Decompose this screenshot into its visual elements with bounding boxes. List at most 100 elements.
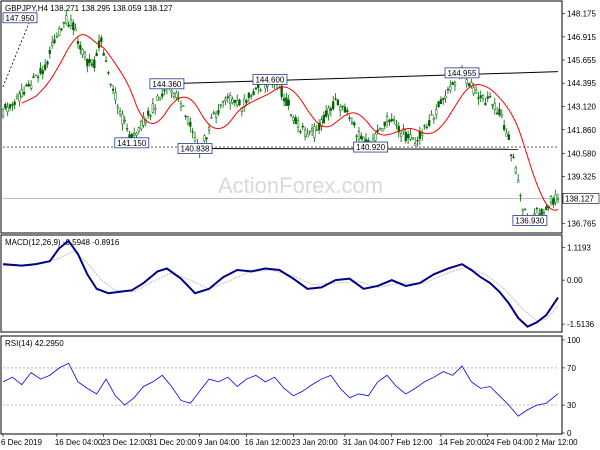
candle-body — [355, 135, 358, 137]
candle-body — [512, 156, 515, 158]
candle-body — [357, 131, 361, 140]
candle-body — [346, 109, 349, 113]
macd-signal-line — [3, 250, 559, 322]
candle-body — [125, 128, 129, 130]
candle-body — [406, 134, 410, 139]
candle-body — [186, 116, 190, 124]
candle-body — [421, 133, 424, 136]
candle-body — [151, 103, 155, 113]
price-label-box — [512, 215, 548, 226]
candle-body — [203, 135, 206, 141]
candle-body — [325, 110, 328, 117]
candle-body — [207, 127, 211, 131]
candle-body — [39, 67, 42, 74]
candle-body — [55, 36, 59, 38]
candle-body — [500, 114, 503, 117]
candle-body — [467, 83, 471, 87]
candle-body — [29, 84, 33, 89]
rsi-header: RSI(14) 42.2950 — [5, 339, 64, 348]
price-axis-tick-label: 136.765 — [567, 219, 596, 228]
candle-body — [493, 102, 496, 110]
candle-body — [474, 89, 478, 94]
candle-body — [142, 116, 145, 126]
candle-body — [79, 45, 82, 50]
candle-body — [156, 95, 159, 101]
candle-body — [432, 117, 436, 121]
price-label-text: 136.930 — [515, 216, 544, 225]
candle-body — [172, 93, 176, 97]
candle-body — [149, 115, 152, 117]
candle-body — [444, 95, 447, 99]
candle-body — [495, 112, 499, 115]
candle-body — [88, 59, 91, 64]
candle-body — [491, 104, 494, 106]
candle-body — [289, 114, 293, 116]
candle-body — [538, 213, 541, 215]
candle-body — [22, 92, 26, 95]
price-label-text: 144.955 — [447, 69, 476, 78]
price-axis-tick-label: 143.120 — [567, 103, 596, 112]
last-price-label: 138.127 — [565, 194, 594, 203]
candle-body — [348, 117, 351, 120]
candle-body — [484, 102, 487, 106]
candle-body — [472, 87, 475, 94]
candle-body — [521, 208, 525, 211]
candle-body — [404, 132, 407, 141]
candle-body — [74, 28, 77, 32]
last-price-badge — [562, 193, 600, 204]
candle-body — [507, 134, 510, 141]
candle-body — [332, 101, 335, 110]
candle-body — [254, 87, 258, 90]
candles — [1, 10, 560, 227]
price-label-box — [444, 67, 480, 79]
x-axis-tick-label: 23 Dec 12:00 — [102, 438, 150, 447]
candle-body — [479, 95, 482, 98]
candle-body — [15, 95, 19, 99]
axis-layer: 148.175 146.915 145.655 144.395 143.120 141.8… — [1, 10, 600, 447]
rsi-axis-tick-label: 30 — [567, 401, 576, 410]
x-axis-tick-label: 31 Dec 20:00 — [149, 438, 197, 447]
candle-body — [306, 133, 309, 138]
candle-body — [243, 98, 246, 108]
candle-body — [132, 133, 136, 136]
price-axis-tick-label: 146.915 — [567, 33, 596, 42]
x-axis-tick-label: 7 Feb 12:00 — [390, 438, 433, 447]
candle-body — [287, 99, 290, 106]
candle-body — [81, 48, 84, 55]
candle-body — [163, 89, 166, 92]
candle-body — [315, 129, 318, 131]
candle-body — [236, 100, 239, 106]
candle-body — [510, 154, 513, 156]
candle-body — [451, 82, 454, 86]
rsi-layer — [2, 362, 559, 417]
candle-body — [313, 126, 316, 138]
candle-body — [535, 207, 539, 210]
candle-body — [51, 41, 54, 46]
macd-axis-tick-label: 1.1193 — [567, 244, 591, 253]
candle-body — [233, 99, 236, 103]
candle-body — [339, 106, 342, 111]
price-label-box — [149, 78, 185, 90]
macd-main-line — [2, 239, 559, 328]
rsi-axis-tick-label: 70 — [567, 364, 576, 373]
candle-body — [1, 109, 5, 117]
candle-body — [137, 127, 140, 132]
candle-body — [116, 106, 119, 109]
candle-body — [360, 135, 363, 140]
price-axis-tick-label: 144.395 — [567, 79, 596, 88]
candle-body — [102, 52, 105, 56]
candle-body — [109, 84, 112, 86]
candle-body — [428, 120, 431, 126]
candle-body — [317, 123, 321, 131]
candle-body — [210, 117, 213, 119]
candle-body — [453, 81, 457, 86]
candle-body — [395, 124, 398, 126]
candle-body — [285, 97, 288, 106]
candle-body — [299, 131, 302, 133]
candle-body — [34, 74, 37, 77]
candle-body — [121, 114, 124, 125]
candle-body — [383, 121, 386, 127]
candle-body — [86, 59, 89, 67]
candle-body — [341, 105, 344, 108]
candle-body — [193, 137, 197, 142]
